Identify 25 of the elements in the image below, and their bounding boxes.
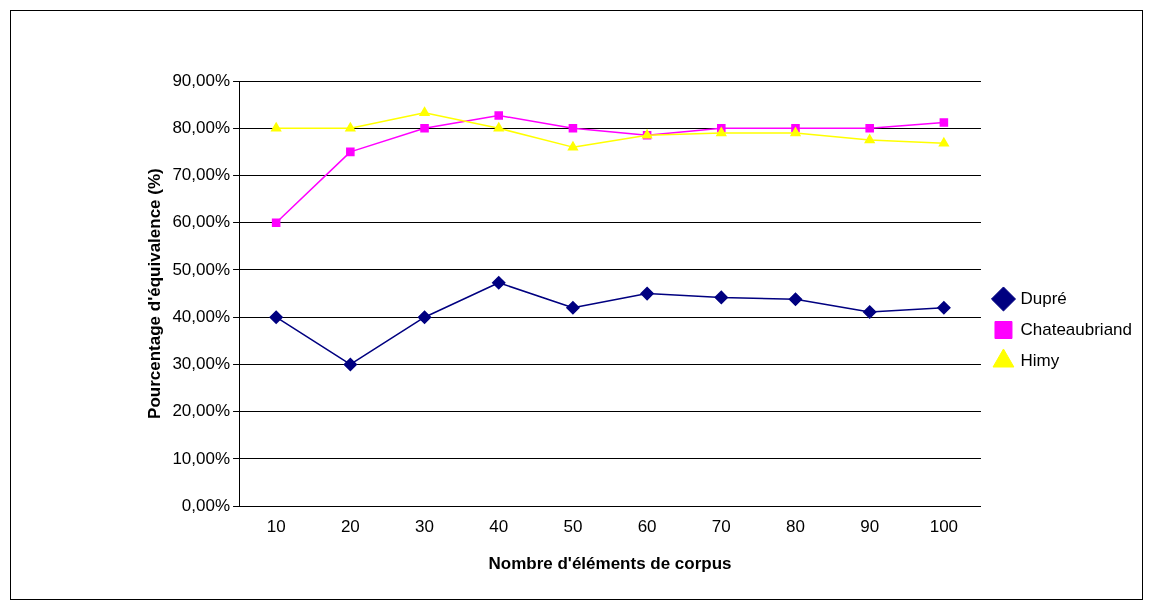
y-tick-label: 50,00% [172, 259, 231, 279]
y-tick-label: 70,00% [172, 165, 231, 185]
y-tick-label: 40,00% [172, 306, 231, 326]
legend-label: Chateaubriand [1020, 319, 1132, 339]
x-tick-label: 100 [929, 517, 959, 537]
x-axis-title: Nombre d'éléments de corpus [488, 554, 732, 574]
x-tick-label: 20 [340, 517, 360, 537]
x-tick-label: 10 [266, 517, 286, 537]
y-tick-label: 90,00% [172, 70, 231, 90]
y-tick-label: 30,00% [172, 354, 231, 374]
x-tick-label: 50 [563, 517, 583, 537]
x-tick-label: 30 [415, 517, 434, 537]
x-tick-label: 90 [860, 517, 880, 537]
y-tick-label: 60,00% [172, 212, 231, 232]
x-tick-label: 60 [637, 517, 657, 537]
x-tick-label: 80 [786, 517, 805, 537]
legend-label: Himy [1020, 350, 1060, 370]
y-tick-label: 10,00% [172, 448, 231, 468]
y-tick-label: 20,00% [172, 401, 231, 421]
x-tick-label: 40 [489, 517, 509, 537]
y-tick-label: 0,00% [181, 495, 231, 515]
y-tick-label: 80,00% [172, 117, 231, 137]
y-axis-title: Pourcentage d'équivalence (%) [144, 168, 164, 419]
legend-label: Dupré [1020, 288, 1067, 308]
x-tick-label: 70 [711, 517, 731, 537]
